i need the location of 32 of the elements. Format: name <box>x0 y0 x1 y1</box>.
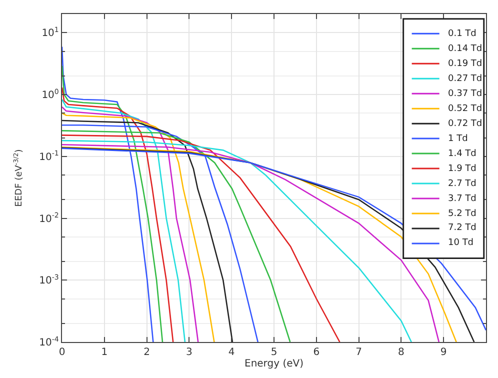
y-tick-label: 10$^{1}$ <box>42 26 59 40</box>
y-tick-label: 10$^{-1}$ <box>39 150 59 163</box>
y-tick-label: 10$^{0}$ <box>42 88 59 101</box>
x-tick-label: 6 <box>313 347 320 358</box>
legend-label: 0.27 Td <box>448 74 482 84</box>
x-tick-label: 5 <box>270 347 278 358</box>
x-tick-label: 1 <box>101 347 108 358</box>
legend-label: 0.14 Td <box>448 44 482 54</box>
legend-label: 10 Td <box>448 238 474 248</box>
legend-label: 7.2 Td <box>448 223 476 233</box>
x-tick-label: 4 <box>228 347 235 358</box>
x-axis-title: Energy (eV) <box>244 358 304 370</box>
x-tick-label: 9 <box>440 347 447 358</box>
legend-label: 1.9 Td <box>448 164 476 174</box>
x-tick-label: 8 <box>398 347 404 358</box>
legend-label: 2.7 Td <box>448 179 476 189</box>
y-tick-label: 10$^{-4}$ <box>39 335 60 348</box>
x-tick-label: 3 <box>186 347 192 358</box>
x-tick-label: 0 <box>58 347 66 358</box>
legend-label: 1.4 Td <box>448 149 476 159</box>
legend-label: 0.37 Td <box>448 89 482 99</box>
x-tick-label: 2 <box>144 347 150 358</box>
legend-label: 0.52 Td <box>448 104 482 114</box>
legend-label: 5.2 Td <box>448 209 476 219</box>
y-tick-label: 10$^{-2}$ <box>39 212 59 225</box>
legend-label: 0.1 Td <box>448 29 476 39</box>
y-tick-label: 10$^{-3}$ <box>39 273 59 287</box>
legend-label: 0.19 Td <box>448 59 482 69</box>
x-tick-label: 7 <box>356 347 362 358</box>
legend-label: 0.72 Td <box>448 119 482 129</box>
legend-label: 1 Td <box>448 134 468 144</box>
legend-label: 3.7 Td <box>448 194 476 204</box>
